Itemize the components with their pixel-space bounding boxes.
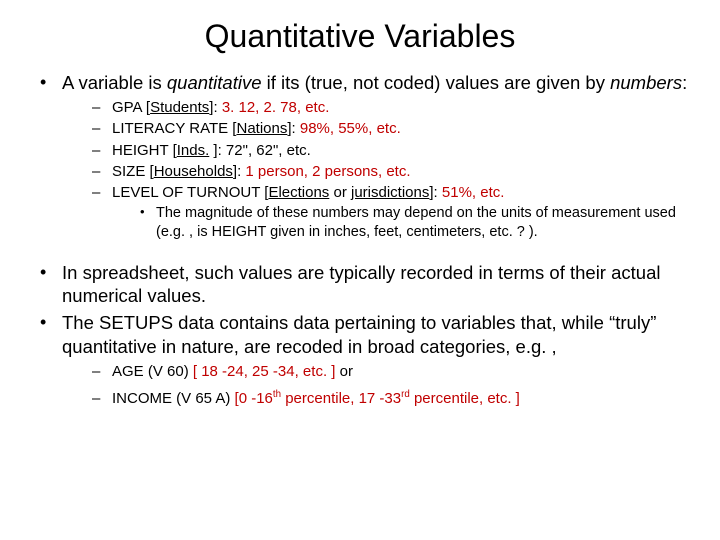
text-underline: Students <box>150 99 209 116</box>
text: or <box>329 184 351 201</box>
slide-title: Quantitative Variables <box>30 18 690 55</box>
text: INCOME (V 65 A) <box>112 390 235 407</box>
example-literacy: LITERACY RATE [Nations]: 98%, 55%, etc. <box>90 119 690 138</box>
text-values: [ 18 -24, 25 -34, etc. ] <box>193 363 336 380</box>
text: ]: <box>287 120 300 137</box>
example-size: SIZE [Households]: 1 person, 2 persons, … <box>90 162 690 181</box>
spacer <box>62 249 690 257</box>
example-gpa: GPA [Students]: 3. 12, 2. 78, etc. <box>90 98 690 117</box>
text: GPA [ <box>112 99 150 116</box>
text-underline: Elections <box>268 184 329 201</box>
example-list: GPA [Students]: 3. 12, 2. 78, etc. LITER… <box>90 98 690 241</box>
text-sup: rd <box>401 389 410 400</box>
bullet-setups: The SETUPS data contains data pertaining… <box>36 311 690 408</box>
text-values: 98%, 55%, etc. <box>300 120 401 137</box>
text-values: [0 -16th percentile, 17 -33rd percentile… <box>235 390 520 407</box>
text: : <box>682 72 687 93</box>
text-sup: th <box>273 389 281 400</box>
text: AGE (V 60) <box>112 363 193 380</box>
sub-list: AGE (V 60) [ 18 -24, 25 -34, etc. ] or I… <box>90 362 690 408</box>
sub-income: INCOME (V 65 A) [0 -16th percentile, 17 … <box>90 389 690 408</box>
slide-body: A variable is quantitative if its (true,… <box>30 71 690 408</box>
text: or <box>335 363 353 380</box>
sub-age: AGE (V 60) [ 18 -24, 25 -34, etc. ] or <box>90 362 690 381</box>
text: ]: <box>429 184 442 201</box>
text-underline: jurisdictions <box>351 184 429 201</box>
example-height: HEIGHT [Inds. ]: 72", 62", etc. <box>90 141 690 160</box>
text: A variable is <box>62 72 167 93</box>
text: percentile, 17 -33 <box>281 390 401 407</box>
slide: Quantitative Variables A variable is qua… <box>0 0 720 540</box>
text-values: 51%, etc. <box>442 184 505 201</box>
text: The SETUPS data contains data pertaining… <box>62 312 656 356</box>
text: ]: 72", 62", etc. <box>209 142 311 159</box>
text: [0 -16 <box>235 390 273 407</box>
text-italic: quantitative <box>167 72 262 93</box>
text: LEVEL OF TURNOUT [ <box>112 184 268 201</box>
bullet-definition: A variable is quantitative if its (true,… <box>36 71 690 257</box>
note-magnitude: The magnitude of these numbers may depen… <box>138 204 690 241</box>
text-values: 1 person, 2 persons, etc. <box>245 163 410 180</box>
text-underline: Nations <box>236 120 287 137</box>
text: HEIGHT [ <box>112 142 177 159</box>
text: LITERACY RATE [ <box>112 120 236 137</box>
text: SIZE [ <box>112 163 154 180</box>
text: ]: <box>209 99 222 116</box>
note-list: The magnitude of these numbers may depen… <box>138 204 690 241</box>
text: percentile, etc. ] <box>410 390 520 407</box>
bullet-spreadsheet: In spreadsheet, such values are typicall… <box>36 261 690 307</box>
text-underline: Inds. <box>177 142 210 159</box>
text: ]: <box>233 163 246 180</box>
text-values: 3. 12, 2. 78, etc. <box>222 99 330 116</box>
example-turnout: LEVEL OF TURNOUT [Elections or jurisdict… <box>90 183 690 241</box>
text-underline: Households <box>154 163 233 180</box>
text: if its (true, not coded) values are give… <box>262 72 611 93</box>
bullet-list-lvl1: A variable is quantitative if its (true,… <box>36 71 690 408</box>
text-italic: numbers <box>610 72 682 93</box>
